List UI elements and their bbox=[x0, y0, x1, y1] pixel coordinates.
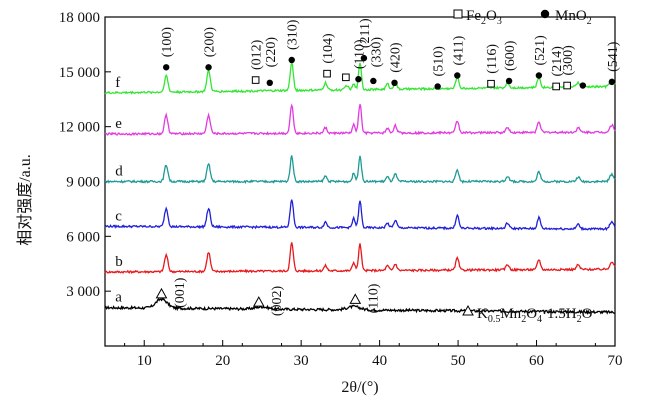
series-line-e bbox=[104, 103, 616, 136]
series-label-e: e bbox=[115, 116, 122, 132]
peak-label: (220) bbox=[264, 37, 279, 68]
mno2-marker bbox=[205, 64, 212, 71]
legend-k-phase-symbol bbox=[462, 304, 474, 316]
x-tick-label: 40 bbox=[372, 353, 387, 369]
x-tick-label: 50 bbox=[451, 353, 466, 369]
fe2o3-marker bbox=[552, 82, 560, 91]
k-phase-peak-label: (110) bbox=[367, 283, 382, 313]
legend-fe2o3-label: Fe2O3 bbox=[466, 8, 502, 27]
peak-labels: (100) (200) (310)(110)(211)(420) (510) (411)… bbox=[160, 18, 621, 316]
fe2o3-peak-label: (300) bbox=[561, 45, 576, 76]
series-label-c: c bbox=[115, 208, 122, 224]
fe2o3-marker bbox=[487, 79, 495, 88]
mno2-peak-label: (100) bbox=[160, 27, 175, 58]
mno2-peak-label: (420) bbox=[389, 42, 404, 73]
legend-mno2-label: MnO2 bbox=[555, 8, 592, 27]
series-line-b bbox=[104, 242, 616, 275]
y-axis-title: 相对强度/a.u. bbox=[16, 154, 34, 246]
k-phase-marker bbox=[349, 293, 362, 304]
mno2-marker bbox=[266, 79, 273, 87]
series-label-a: a bbox=[115, 290, 122, 306]
legend-mno2-symbol bbox=[540, 9, 550, 19]
legend-k-phase-label: K0.5Mn2O4·1.5H2O bbox=[477, 306, 593, 325]
series-label-b: b bbox=[115, 254, 123, 270]
fe2o3-marker bbox=[563, 81, 571, 90]
fe2o3-peak-label: (104) bbox=[321, 33, 336, 64]
mno2-marker bbox=[370, 77, 377, 85]
series-line-f bbox=[104, 61, 616, 95]
mno2-peak-label: (510) bbox=[432, 46, 447, 77]
mno2-peak-label: (110) bbox=[352, 39, 367, 69]
fe2o3-peak-label: (116) bbox=[485, 44, 500, 74]
mno2-marker bbox=[391, 79, 398, 87]
k-phase-peak-label: (001) bbox=[173, 277, 188, 308]
x-tick-label: 30 bbox=[294, 353, 309, 369]
mno2-marker bbox=[579, 82, 587, 89]
mno2-marker bbox=[608, 78, 616, 86]
legend-fe2o3-symbol bbox=[453, 9, 463, 19]
mno2-marker bbox=[505, 77, 513, 85]
mno2-marker bbox=[454, 72, 461, 79]
x-axis-title: 2θ/(°) bbox=[341, 379, 378, 396]
peak-label: (330) bbox=[370, 37, 385, 68]
mno2-peak-label: (521) bbox=[533, 35, 548, 66]
series-line-a bbox=[104, 296, 615, 315]
mno2-marker bbox=[355, 75, 362, 83]
fe2o3-marker bbox=[323, 69, 331, 78]
legend: 相对强度/a.u. 2θ/(°) Fe2O3 MnO2 K0.5Mn2O4·1.5H… bbox=[16, 8, 593, 396]
y-tick-label: 12 000 bbox=[59, 120, 100, 136]
mno2-peak-label: (200) bbox=[203, 27, 218, 58]
mno2-peak-label: (310) bbox=[286, 19, 301, 50]
mno2-peak-label: (211) bbox=[358, 18, 373, 48]
mno2-peak-label: (411) bbox=[451, 35, 466, 65]
series-label-f: f bbox=[115, 75, 120, 91]
series-line-d bbox=[104, 155, 616, 185]
y-tick-label: 15 000 bbox=[59, 65, 100, 81]
x-tick-label: 60 bbox=[529, 353, 544, 369]
mno2-marker bbox=[360, 54, 368, 62]
k-phase-marker bbox=[155, 287, 168, 299]
k-phase-marker bbox=[252, 296, 265, 307]
mno2-marker bbox=[288, 56, 295, 64]
phase-markers bbox=[155, 54, 616, 307]
series-line-c bbox=[104, 199, 616, 232]
x-tick-label: 20 bbox=[215, 353, 230, 369]
x-tick-label: 10 bbox=[137, 353, 152, 369]
y-tick-label: 3 000 bbox=[66, 284, 100, 300]
fe2o3-peak-label: (214) bbox=[550, 46, 565, 77]
mno2-marker bbox=[163, 64, 170, 71]
series-label-d: d bbox=[115, 164, 123, 180]
mno2-peak-label: (600) bbox=[503, 40, 518, 71]
k-phase-peak-label: (002) bbox=[270, 285, 285, 316]
y-tick-label: 18 000 bbox=[59, 10, 100, 26]
fe2o3-marker bbox=[251, 76, 260, 84]
mno2-peak-label: (541) bbox=[606, 41, 621, 72]
mno2-marker bbox=[434, 83, 441, 90]
x-tick-label: 70 bbox=[608, 353, 623, 369]
fe2o3-peak-label: (012) bbox=[250, 39, 265, 70]
y-tick-label: 9 000 bbox=[66, 175, 100, 191]
fe2o3-marker bbox=[342, 73, 350, 82]
mno2-marker bbox=[535, 72, 543, 79]
y-tick-label: 6 000 bbox=[66, 229, 100, 245]
ticks: 10 20 30 40 50 60 70 3 000 6 000 9 000 12 000 15 00… bbox=[59, 10, 623, 369]
series-lines: a b c d e f bbox=[104, 61, 616, 315]
